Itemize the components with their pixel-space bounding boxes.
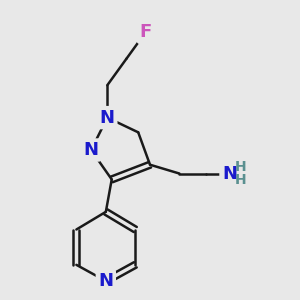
- Text: N: N: [222, 165, 237, 183]
- Text: N: N: [98, 272, 113, 290]
- Text: H: H: [235, 173, 247, 187]
- Text: N: N: [84, 141, 99, 159]
- Text: N: N: [100, 109, 115, 127]
- Text: F: F: [140, 23, 152, 41]
- Text: H: H: [235, 160, 247, 174]
